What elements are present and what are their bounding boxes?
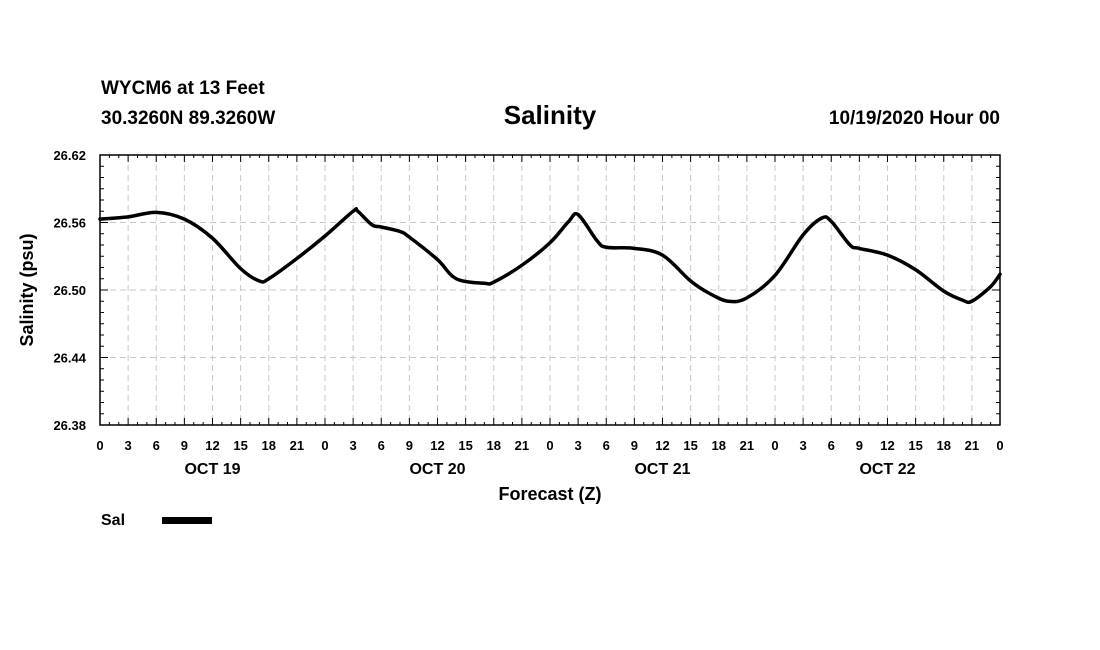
forecast-datetime: 10/19/2020 Hour 00 xyxy=(829,108,1000,129)
x-tick-label: 6 xyxy=(378,438,385,453)
y-tick-label: 26.44 xyxy=(53,351,86,366)
x-tick-label: 3 xyxy=(575,438,582,453)
x-tick-label: 0 xyxy=(996,438,1003,453)
x-tick-label: 21 xyxy=(515,438,529,453)
series-lines xyxy=(98,207,1002,305)
y-tick-label: 26.62 xyxy=(53,148,86,163)
x-tick-label: 3 xyxy=(125,438,132,453)
coordinates-label: 30.3260N 89.3260W xyxy=(101,108,275,129)
legend-swatch xyxy=(162,517,212,524)
y-tick-labels: 26.38 26.44 26.50 26.56 26.62 xyxy=(53,148,86,433)
day-label: OCT 20 xyxy=(409,461,465,478)
x-tick-label: 15 xyxy=(458,438,472,453)
x-tick-label: 9 xyxy=(406,438,413,453)
x-tick-label: 0 xyxy=(96,438,103,453)
day-labels: OCT 19 OCT 20 OCT 21 OCT 22 xyxy=(184,461,915,478)
x-tick-label: 12 xyxy=(205,438,219,453)
salinity-series-line xyxy=(98,207,1002,305)
x-tick-labels: 0 3 6 9 12 15 18 21 0 3 6 9 12 15 18 21 0 3 6 9 12 15 18 21 0 3 6 9… xyxy=(96,438,1003,453)
x-axis-title: Forecast (Z) xyxy=(498,484,601,504)
x-tick-label: 18 xyxy=(487,438,501,453)
x-tick-label: 21 xyxy=(965,438,979,453)
x-tick-label: 6 xyxy=(153,438,160,453)
day-label: OCT 19 xyxy=(184,461,240,478)
x-tick-label: 0 xyxy=(321,438,328,453)
x-tick-label: 9 xyxy=(856,438,863,453)
day-label: OCT 22 xyxy=(859,461,915,478)
axis-ticks xyxy=(99,154,1001,426)
x-tick-label: 9 xyxy=(181,438,188,453)
day-label: OCT 21 xyxy=(634,461,690,478)
x-tick-label: 21 xyxy=(740,438,754,453)
y-tick-label: 26.38 xyxy=(53,418,86,433)
y-tick-label: 26.56 xyxy=(53,216,86,231)
x-tick-label: 3 xyxy=(350,438,357,453)
x-tick-label: 12 xyxy=(655,438,669,453)
x-tick-label: 18 xyxy=(937,438,951,453)
x-tick-label: 15 xyxy=(683,438,697,453)
x-tick-label: 0 xyxy=(771,438,778,453)
x-tick-label: 6 xyxy=(828,438,835,453)
x-tick-label: 21 xyxy=(290,438,304,453)
x-tick-label: 12 xyxy=(430,438,444,453)
x-tick-label: 12 xyxy=(880,438,894,453)
grid-lines xyxy=(100,155,1000,425)
x-tick-label: 18 xyxy=(712,438,726,453)
x-tick-label: 6 xyxy=(603,438,610,453)
station-label: WYCM6 at 13 Feet xyxy=(101,78,265,99)
y-axis-title: Salinity (psu) xyxy=(17,233,37,346)
chart-title: Salinity xyxy=(504,100,597,130)
legend-label: Sal xyxy=(101,512,125,529)
y-tick-label: 26.50 xyxy=(53,283,86,298)
x-tick-label: 15 xyxy=(908,438,922,453)
x-tick-label: 15 xyxy=(233,438,247,453)
x-tick-label: 9 xyxy=(631,438,638,453)
x-tick-label: 0 xyxy=(546,438,553,453)
x-tick-label: 3 xyxy=(800,438,807,453)
x-tick-label: 18 xyxy=(262,438,276,453)
